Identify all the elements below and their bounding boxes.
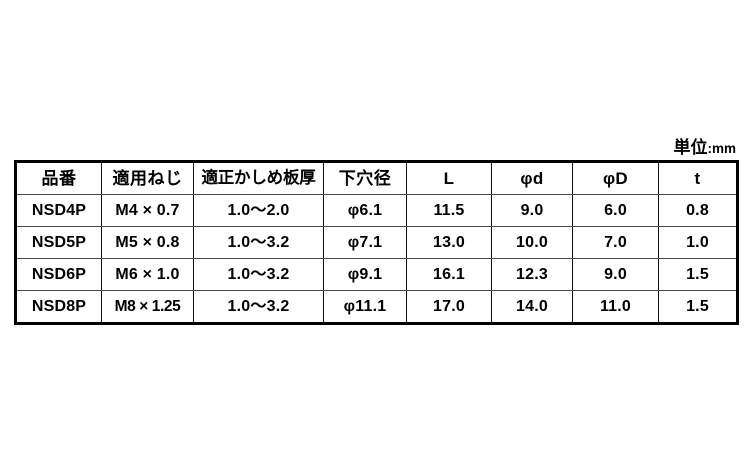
cell-phi-d-large: 7.0 <box>572 226 659 259</box>
cell-clamp-range: 1.0〜2.0 <box>193 194 324 227</box>
cell-thread: M5 × 0.8 <box>101 226 194 259</box>
cell-phi-d-small: 12.3 <box>491 258 573 291</box>
cell-clamp-range: 1.0〜3.2 <box>193 226 324 259</box>
cell-part-number: NSD5P <box>14 226 102 259</box>
table-row: NSD5P M5 × 0.8 1.0〜3.2 φ7.1 13.0 10.0 7.… <box>14 226 739 259</box>
cell-length-l: 11.5 <box>406 194 492 227</box>
column-header-phi-d-small: φd <box>491 160 573 195</box>
cell-clamp-range: 1.0〜3.2 <box>193 258 324 291</box>
cell-phi-d-large: 11.0 <box>572 290 659 325</box>
table-body: NSD4P M4 × 0.7 1.0〜2.0 φ6.1 11.5 9.0 6.0… <box>14 194 739 325</box>
column-header-length-l: L <box>406 160 492 195</box>
table-row: NSD8P M8 × 1.25 1.0〜3.2 φ11.1 17.0 14.0 … <box>14 290 739 325</box>
column-header-part-number: 品番 <box>14 160 102 195</box>
cell-clamp-range: 1.0〜3.2 <box>193 290 324 325</box>
unit-note-label: 単位 <box>673 138 708 157</box>
column-header-thread: 適用ねじ <box>101 160 194 195</box>
spec-table-container: 品番 適用ねじ 適正かしめ板厚 下穴径 L φd φD t NSD4P M4 ×… <box>14 160 739 325</box>
cell-phi-d-large: 6.0 <box>572 194 659 227</box>
cell-thickness-t: 1.5 <box>658 290 739 325</box>
cell-pilot-hole: φ9.1 <box>323 258 407 291</box>
cell-phi-d-small: 10.0 <box>491 226 573 259</box>
unit-note-value: :mm <box>707 141 736 156</box>
unit-note: 単位:mm <box>673 133 736 157</box>
cell-pilot-hole: φ6.1 <box>323 194 407 227</box>
cell-part-number: NSD6P <box>14 258 102 291</box>
cell-thickness-t: 0.8 <box>658 194 739 227</box>
table-header-row: 品番 適用ねじ 適正かしめ板厚 下穴径 L φd φD t <box>14 160 739 195</box>
table-row: NSD4P M4 × 0.7 1.0〜2.0 φ6.1 11.5 9.0 6.0… <box>14 194 739 227</box>
cell-phi-d-small: 9.0 <box>491 194 573 227</box>
cell-thread: M8 × 1.25 <box>101 290 194 325</box>
column-header-clamp-range: 適正かしめ板厚 <box>193 160 324 195</box>
column-header-thickness-t: t <box>658 160 739 195</box>
cell-length-l: 13.0 <box>406 226 492 259</box>
cell-phi-d-small: 14.0 <box>491 290 573 325</box>
cell-part-number: NSD4P <box>14 194 102 227</box>
specification-table: 品番 適用ねじ 適正かしめ板厚 下穴径 L φd φD t NSD4P M4 ×… <box>14 160 739 325</box>
cell-thread: M4 × 0.7 <box>101 194 194 227</box>
cell-pilot-hole: φ11.1 <box>323 290 407 325</box>
column-header-phi-d-large: φD <box>572 160 659 195</box>
column-header-pilot-hole: 下穴径 <box>323 160 407 195</box>
cell-phi-d-large: 9.0 <box>572 258 659 291</box>
cell-thread: M6 × 1.0 <box>101 258 194 291</box>
cell-thickness-t: 1.0 <box>658 226 739 259</box>
cell-length-l: 17.0 <box>406 290 492 325</box>
cell-length-l: 16.1 <box>406 258 492 291</box>
cell-part-number: NSD8P <box>14 290 102 325</box>
cell-thickness-t: 1.5 <box>658 258 739 291</box>
cell-pilot-hole: φ7.1 <box>323 226 407 259</box>
table-row: NSD6P M6 × 1.0 1.0〜3.2 φ9.1 16.1 12.3 9.… <box>14 258 739 291</box>
